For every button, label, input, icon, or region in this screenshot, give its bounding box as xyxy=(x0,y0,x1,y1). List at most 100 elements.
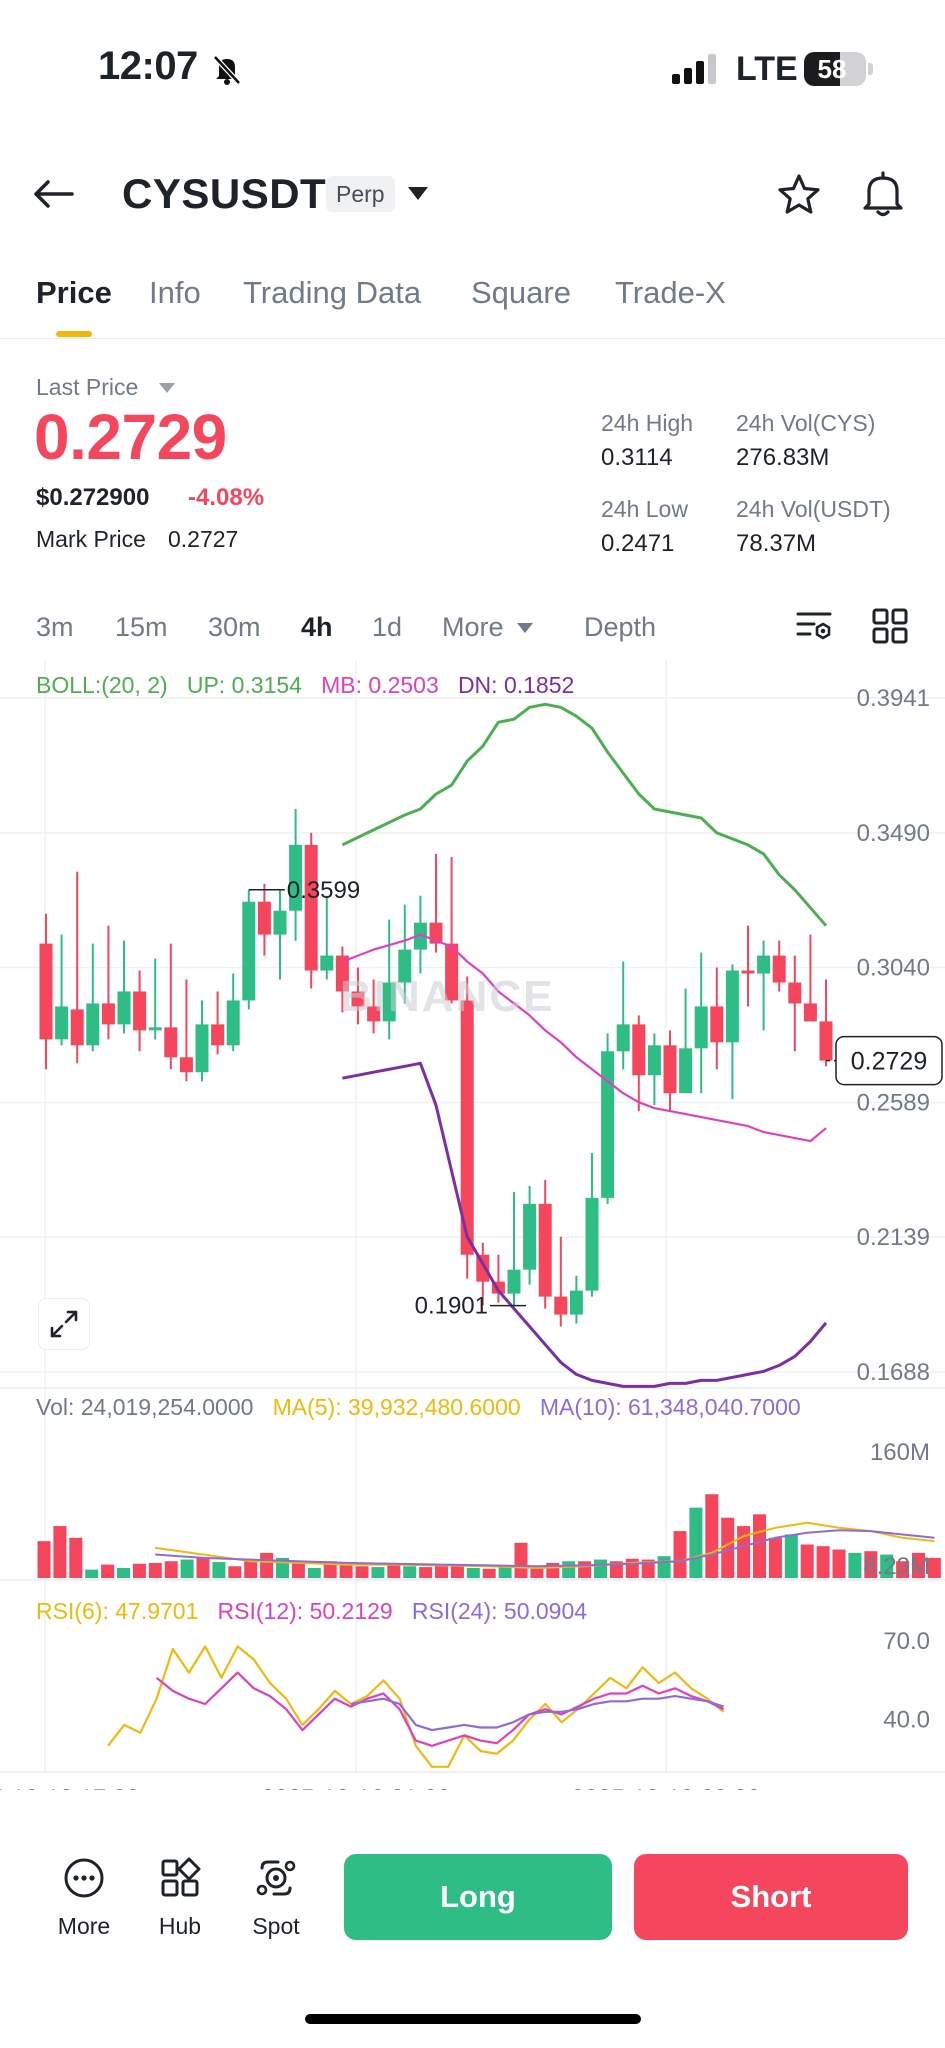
boll-dn-value: DN: 0.1852 xyxy=(457,672,575,698)
volume-bar xyxy=(482,1568,496,1578)
tab-trading-data[interactable]: Trading Data xyxy=(243,275,422,310)
nav-hub-label: Hub xyxy=(158,1913,202,1939)
mark-price-value: 0.2727 xyxy=(168,526,239,552)
candle-body xyxy=(289,844,303,911)
candle-body xyxy=(164,1027,178,1058)
short-button[interactable]: Short xyxy=(634,1854,908,1940)
volume-bar xyxy=(880,1554,894,1578)
boll-upper-line xyxy=(341,702,828,927)
candle-body xyxy=(70,1009,84,1046)
tab-square[interactable]: Square xyxy=(471,275,571,310)
volume-bar xyxy=(514,1542,528,1578)
timeframe-3m[interactable]: 3m xyxy=(36,612,74,642)
volume-bar xyxy=(403,1566,417,1578)
bell-icon[interactable] xyxy=(860,170,906,218)
timeframe-15m[interactable]: 15m xyxy=(115,612,168,642)
depth-tab[interactable]: Depth xyxy=(584,612,657,642)
candle-body xyxy=(117,991,131,1025)
candle-body xyxy=(226,1000,240,1046)
candle-body xyxy=(585,1197,599,1291)
candle-body xyxy=(632,1024,646,1076)
caret-down-icon[interactable] xyxy=(158,382,176,394)
mark-price-label: Mark Price xyxy=(36,526,146,552)
volume-bar xyxy=(450,1566,464,1578)
price-tick-label: 0.3941 xyxy=(857,685,930,712)
volume-bar xyxy=(371,1567,385,1578)
boll-legend: BOLL:(20, 2) UP: 0.3154 MB: 0.2503 DN: 0… xyxy=(36,672,574,699)
nav-more[interactable]: More xyxy=(44,1856,124,1940)
vol-quote-label: 24h Vol(USDT) xyxy=(736,496,891,522)
last-price-label[interactable]: Last Price xyxy=(36,374,139,400)
candle-body xyxy=(460,1000,474,1255)
candle-body xyxy=(211,1024,225,1046)
timeframe-more[interactable]: More xyxy=(442,612,504,642)
volume-bar xyxy=(85,1569,99,1578)
candle-body xyxy=(538,1203,552,1297)
back-button[interactable] xyxy=(32,170,88,218)
nav-spot[interactable]: Spot xyxy=(236,1856,316,1940)
layout-grid-icon[interactable] xyxy=(870,606,910,646)
boll-lower-line xyxy=(342,1061,828,1388)
candle-body xyxy=(148,1027,162,1031)
candle-body xyxy=(195,1024,209,1073)
volume-bar xyxy=(594,1559,607,1578)
tab-info[interactable]: Info xyxy=(149,275,201,310)
candle-body xyxy=(601,1051,615,1198)
timeframe-1d[interactable]: 1d xyxy=(372,612,403,642)
spot-icon xyxy=(256,1860,296,1896)
volume-bar xyxy=(53,1526,67,1578)
volume-bar xyxy=(800,1544,814,1578)
volume-bar xyxy=(530,1566,544,1578)
tabs-divider xyxy=(0,338,945,339)
tab-price[interactable]: Price xyxy=(36,275,112,310)
price-chart[interactable]: 0.3941 0.3490 0.3040 0.2589 0.2139 0.1688 0.35… xyxy=(0,660,945,1790)
caret-down-icon[interactable] xyxy=(516,622,534,634)
volume-ma10-value: MA(10): 61,348,040.7000 xyxy=(539,1394,801,1420)
candle-body xyxy=(476,1254,490,1282)
boll-mb-value: MB: 0.2503 xyxy=(321,672,439,698)
high-marker-label: 0.3599 xyxy=(287,877,360,904)
candle-body xyxy=(788,982,802,1004)
volume-bar xyxy=(228,1566,242,1578)
last-price-value: 0.2729 xyxy=(34,401,227,473)
volume-bar xyxy=(657,1556,671,1578)
indicator-settings-icon[interactable] xyxy=(794,606,834,646)
battery-tip xyxy=(868,63,873,75)
candle-body xyxy=(616,1024,630,1052)
long-button[interactable]: Long xyxy=(344,1854,612,1940)
volume-value: Vol: 24,019,254.0000 xyxy=(36,1394,254,1420)
caret-down-icon[interactable] xyxy=(406,184,430,204)
time-axis-label: 2025-12-16 01:00 xyxy=(261,1785,451,1790)
candle-body xyxy=(569,1290,583,1315)
candle-body xyxy=(351,991,365,1007)
rsi6-value: RSI(6): 47.9701 xyxy=(36,1598,199,1624)
perp-badge: Perp xyxy=(326,176,395,212)
active-tab-indicator xyxy=(56,331,92,337)
volume-bar xyxy=(689,1507,703,1578)
rsi12-value: RSI(12): 50.2129 xyxy=(217,1598,393,1624)
candle-body xyxy=(647,1045,661,1076)
rsi24-value: RSI(24): 50.0904 xyxy=(411,1598,588,1624)
volume-bar xyxy=(737,1526,751,1578)
symbol-title[interactable]: CYSUSDT xyxy=(122,170,327,217)
fullscreen-button[interactable] xyxy=(38,1298,90,1350)
candle-body xyxy=(382,982,396,1022)
tab-trade-x[interactable]: Trade-X xyxy=(615,275,726,310)
timeframe-30m[interactable]: 30m xyxy=(208,612,261,642)
candle-body xyxy=(413,922,427,950)
rsi12-line xyxy=(155,1671,725,1747)
volume-bar xyxy=(578,1561,592,1578)
network-type: LTE xyxy=(736,50,798,88)
volume-bar xyxy=(419,1567,433,1578)
timeframe-4h[interactable]: 4h xyxy=(301,612,333,642)
star-icon[interactable] xyxy=(776,172,822,218)
arrow-left-icon xyxy=(34,180,74,208)
boll-params: BOLL:(20, 2) xyxy=(36,672,168,698)
more-dots-icon xyxy=(64,1858,104,1898)
volume-bar xyxy=(832,1549,846,1578)
nav-hub[interactable]: Hub xyxy=(140,1856,220,1940)
volume-ma10-line xyxy=(155,1529,935,1568)
candle-body xyxy=(242,901,256,1001)
home-indicator[interactable] xyxy=(305,2014,641,2024)
volume-bar xyxy=(323,1561,337,1578)
